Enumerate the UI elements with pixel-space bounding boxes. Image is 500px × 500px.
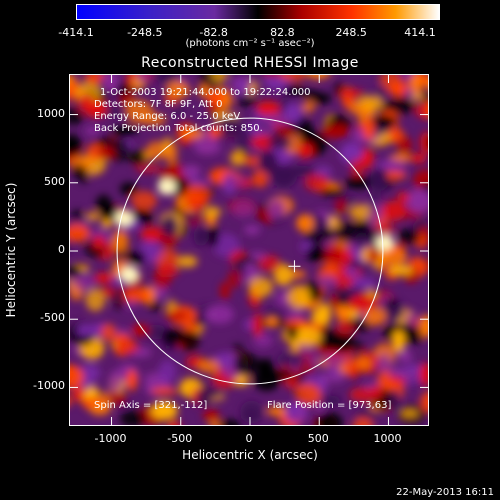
colorbar bbox=[76, 4, 440, 20]
x-tick-label: 500 bbox=[307, 432, 329, 445]
method-counts: Back Projection Total counts: 850. bbox=[94, 123, 263, 134]
time-range: 1-Oct-2003 19:21:44.000 to 19:22:24.000 bbox=[100, 87, 311, 98]
colorbar-units: (photons cm⁻² s⁻¹ asec⁻²) bbox=[185, 38, 315, 49]
y-tick-label: -500 bbox=[40, 311, 65, 325]
colorbar-tick-label: 82.8 bbox=[270, 26, 295, 39]
x-axis-label: Heliocentric X (arcsec) bbox=[182, 448, 318, 462]
y-tick-label: 0 bbox=[58, 243, 65, 256]
solar-limb bbox=[116, 117, 384, 385]
y-axis-label: Heliocentric Y (arcsec) bbox=[4, 182, 18, 318]
detectors: Detectors: 7F 8F 9F, Att 0 bbox=[94, 99, 223, 110]
colorbar-tick-label: -414.1 bbox=[58, 26, 94, 39]
spin-axis-marker bbox=[288, 260, 301, 273]
y-tick-label: -1000 bbox=[33, 379, 65, 393]
image-title: Reconstructed RHESSI Image bbox=[141, 55, 359, 71]
flare-position-text: Flare Position = [973,63] bbox=[267, 400, 392, 411]
spin-axis-text: Spin Axis = [321,-112] bbox=[94, 400, 208, 411]
rhessi-image: 1-Oct-2003 19:21:44.000 to 19:22:24.000 … bbox=[69, 74, 429, 426]
colorbar-tick-label: 414.1 bbox=[404, 26, 436, 39]
x-tick-label: 0 bbox=[245, 432, 253, 445]
x-tick-label: -500 bbox=[167, 432, 193, 445]
colorbar-tick-label: -82.8 bbox=[199, 26, 228, 39]
colorbar-gradient bbox=[77, 5, 439, 19]
y-tick-label: 500 bbox=[44, 174, 65, 188]
image-canvas bbox=[70, 75, 428, 425]
colorbar-tick-label: 248.5 bbox=[335, 26, 367, 39]
colorbar-tick-label: -248.5 bbox=[127, 26, 163, 39]
footer-date: 22-May-2013 16:11 bbox=[396, 487, 494, 498]
y-tick-label: 1000 bbox=[37, 106, 65, 120]
x-tick-label: 1000 bbox=[373, 432, 402, 445]
energy-range: Energy Range: 6.0 - 25.0 keV bbox=[94, 111, 241, 122]
x-tick-label: -1000 bbox=[94, 432, 127, 445]
